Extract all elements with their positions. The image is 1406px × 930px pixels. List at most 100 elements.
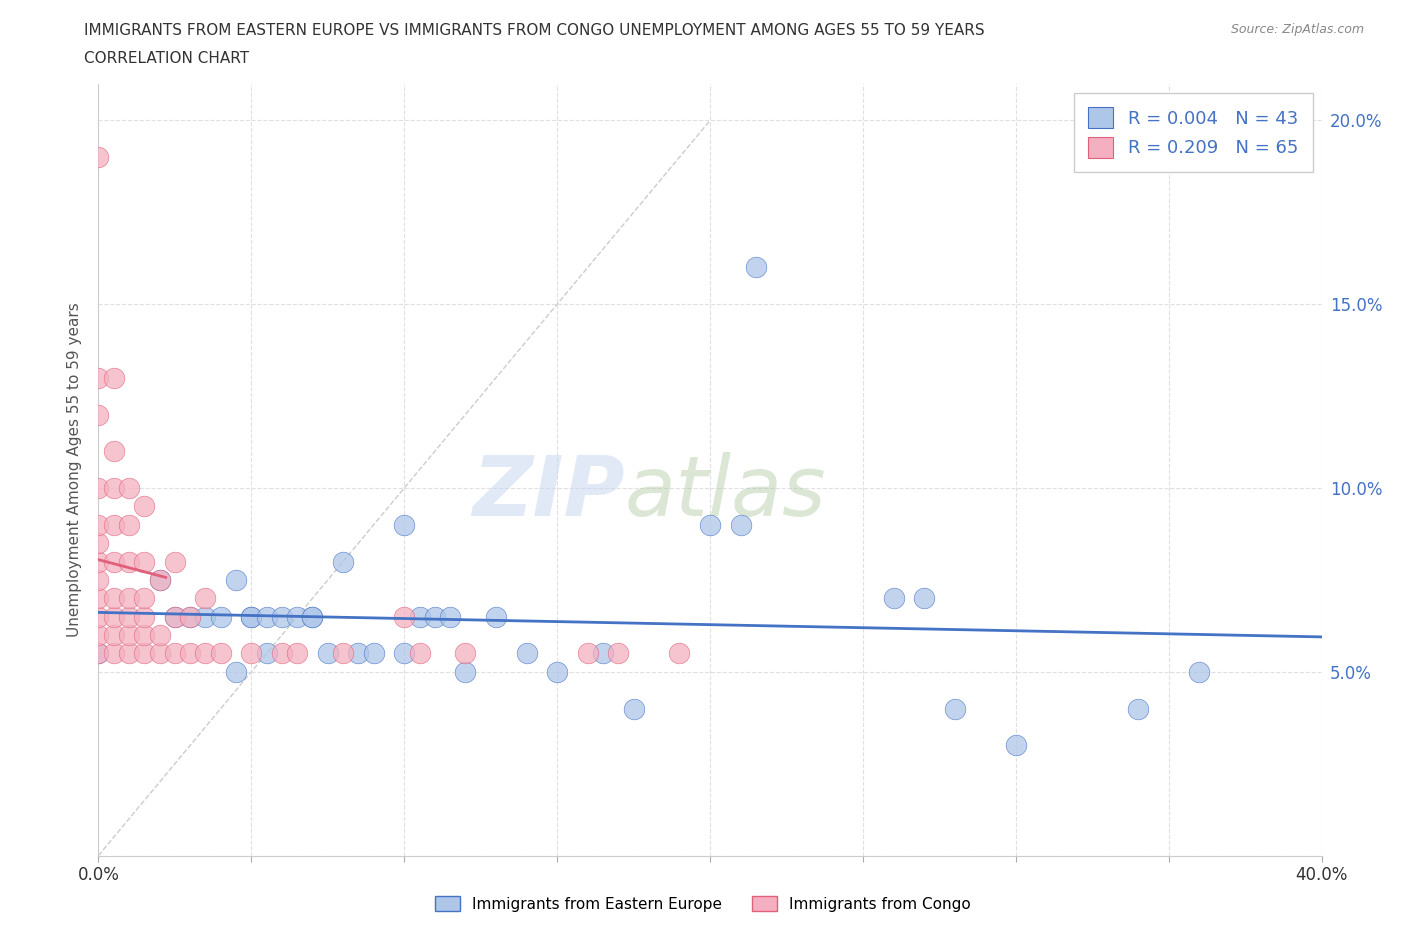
Point [301,609,323,624]
Point [240,609,263,624]
Point [87,646,110,661]
Point [118,628,141,643]
Point [134,609,156,624]
Point [392,609,416,624]
Point [163,609,186,624]
Point [87,536,110,551]
Point [118,591,141,605]
Point [285,609,308,624]
Point [87,646,110,661]
Point [332,646,354,661]
Legend: R = 0.004   N = 43, R = 0.209   N = 65: R = 0.004 N = 43, R = 0.209 N = 65 [1074,93,1313,172]
Point [883,591,905,605]
Point [103,554,125,569]
Point [1128,701,1150,716]
Point [423,609,446,624]
Point [194,646,217,661]
Point [118,609,141,624]
Point [256,646,278,661]
Point [439,609,461,624]
Point [623,701,645,716]
Point [103,646,125,661]
Point [270,609,292,624]
Point [103,444,125,458]
Point [163,646,186,661]
Point [87,609,110,624]
Point [454,646,477,661]
Point [103,481,125,496]
Point [285,646,308,661]
Point [240,646,263,661]
Point [332,554,354,569]
Point [225,573,247,588]
Point [699,517,721,532]
Point [912,591,935,605]
Point [194,609,217,624]
Point [149,646,172,661]
Point [301,609,323,624]
Point [209,646,232,661]
Point [209,609,232,624]
Point [408,609,430,624]
Point [745,260,768,275]
Text: CORRELATION CHART: CORRELATION CHART [84,51,249,66]
Point [576,646,599,661]
Point [240,609,263,624]
Point [149,628,172,643]
Legend: Immigrants from Eastern Europe, Immigrants from Congo: Immigrants from Eastern Europe, Immigran… [429,889,977,918]
Point [392,646,416,661]
Point [516,646,538,661]
Y-axis label: Unemployment Among Ages 55 to 59 years: Unemployment Among Ages 55 to 59 years [67,302,83,637]
Point [316,646,339,661]
Point [87,517,110,532]
Point [149,573,172,588]
Point [87,150,110,165]
Point [118,554,141,569]
Point [392,517,416,532]
Point [103,609,125,624]
Point [87,554,110,569]
Text: IMMIGRANTS FROM EASTERN EUROPE VS IMMIGRANTS FROM CONGO UNEMPLOYMENT AMONG AGES : IMMIGRANTS FROM EASTERN EUROPE VS IMMIGR… [84,23,986,38]
Point [118,481,141,496]
Point [225,664,247,679]
Point [87,407,110,422]
Point [607,646,630,661]
Point [134,499,156,514]
Point [454,664,477,679]
Point [87,591,110,605]
Point [270,646,292,661]
Point [408,646,430,661]
Point [134,628,156,643]
Point [134,591,156,605]
Point [87,628,110,643]
Point [1188,664,1211,679]
Text: atlas: atlas [624,452,827,533]
Point [943,701,966,716]
Point [179,646,201,661]
Point [163,554,186,569]
Point [87,573,110,588]
Point [163,609,186,624]
Point [668,646,690,661]
Point [134,554,156,569]
Point [149,573,172,588]
Point [485,609,508,624]
Point [194,591,217,605]
Point [546,664,568,679]
Point [347,646,370,661]
Point [179,609,201,624]
Point [592,646,614,661]
Point [118,646,141,661]
Point [103,370,125,385]
Point [363,646,385,661]
Point [103,517,125,532]
Point [87,481,110,496]
Point [103,628,125,643]
Point [118,517,141,532]
Point [730,517,752,532]
Point [103,591,125,605]
Point [87,370,110,385]
Point [256,609,278,624]
Text: ZIP: ZIP [472,452,624,533]
Text: Source: ZipAtlas.com: Source: ZipAtlas.com [1230,23,1364,36]
